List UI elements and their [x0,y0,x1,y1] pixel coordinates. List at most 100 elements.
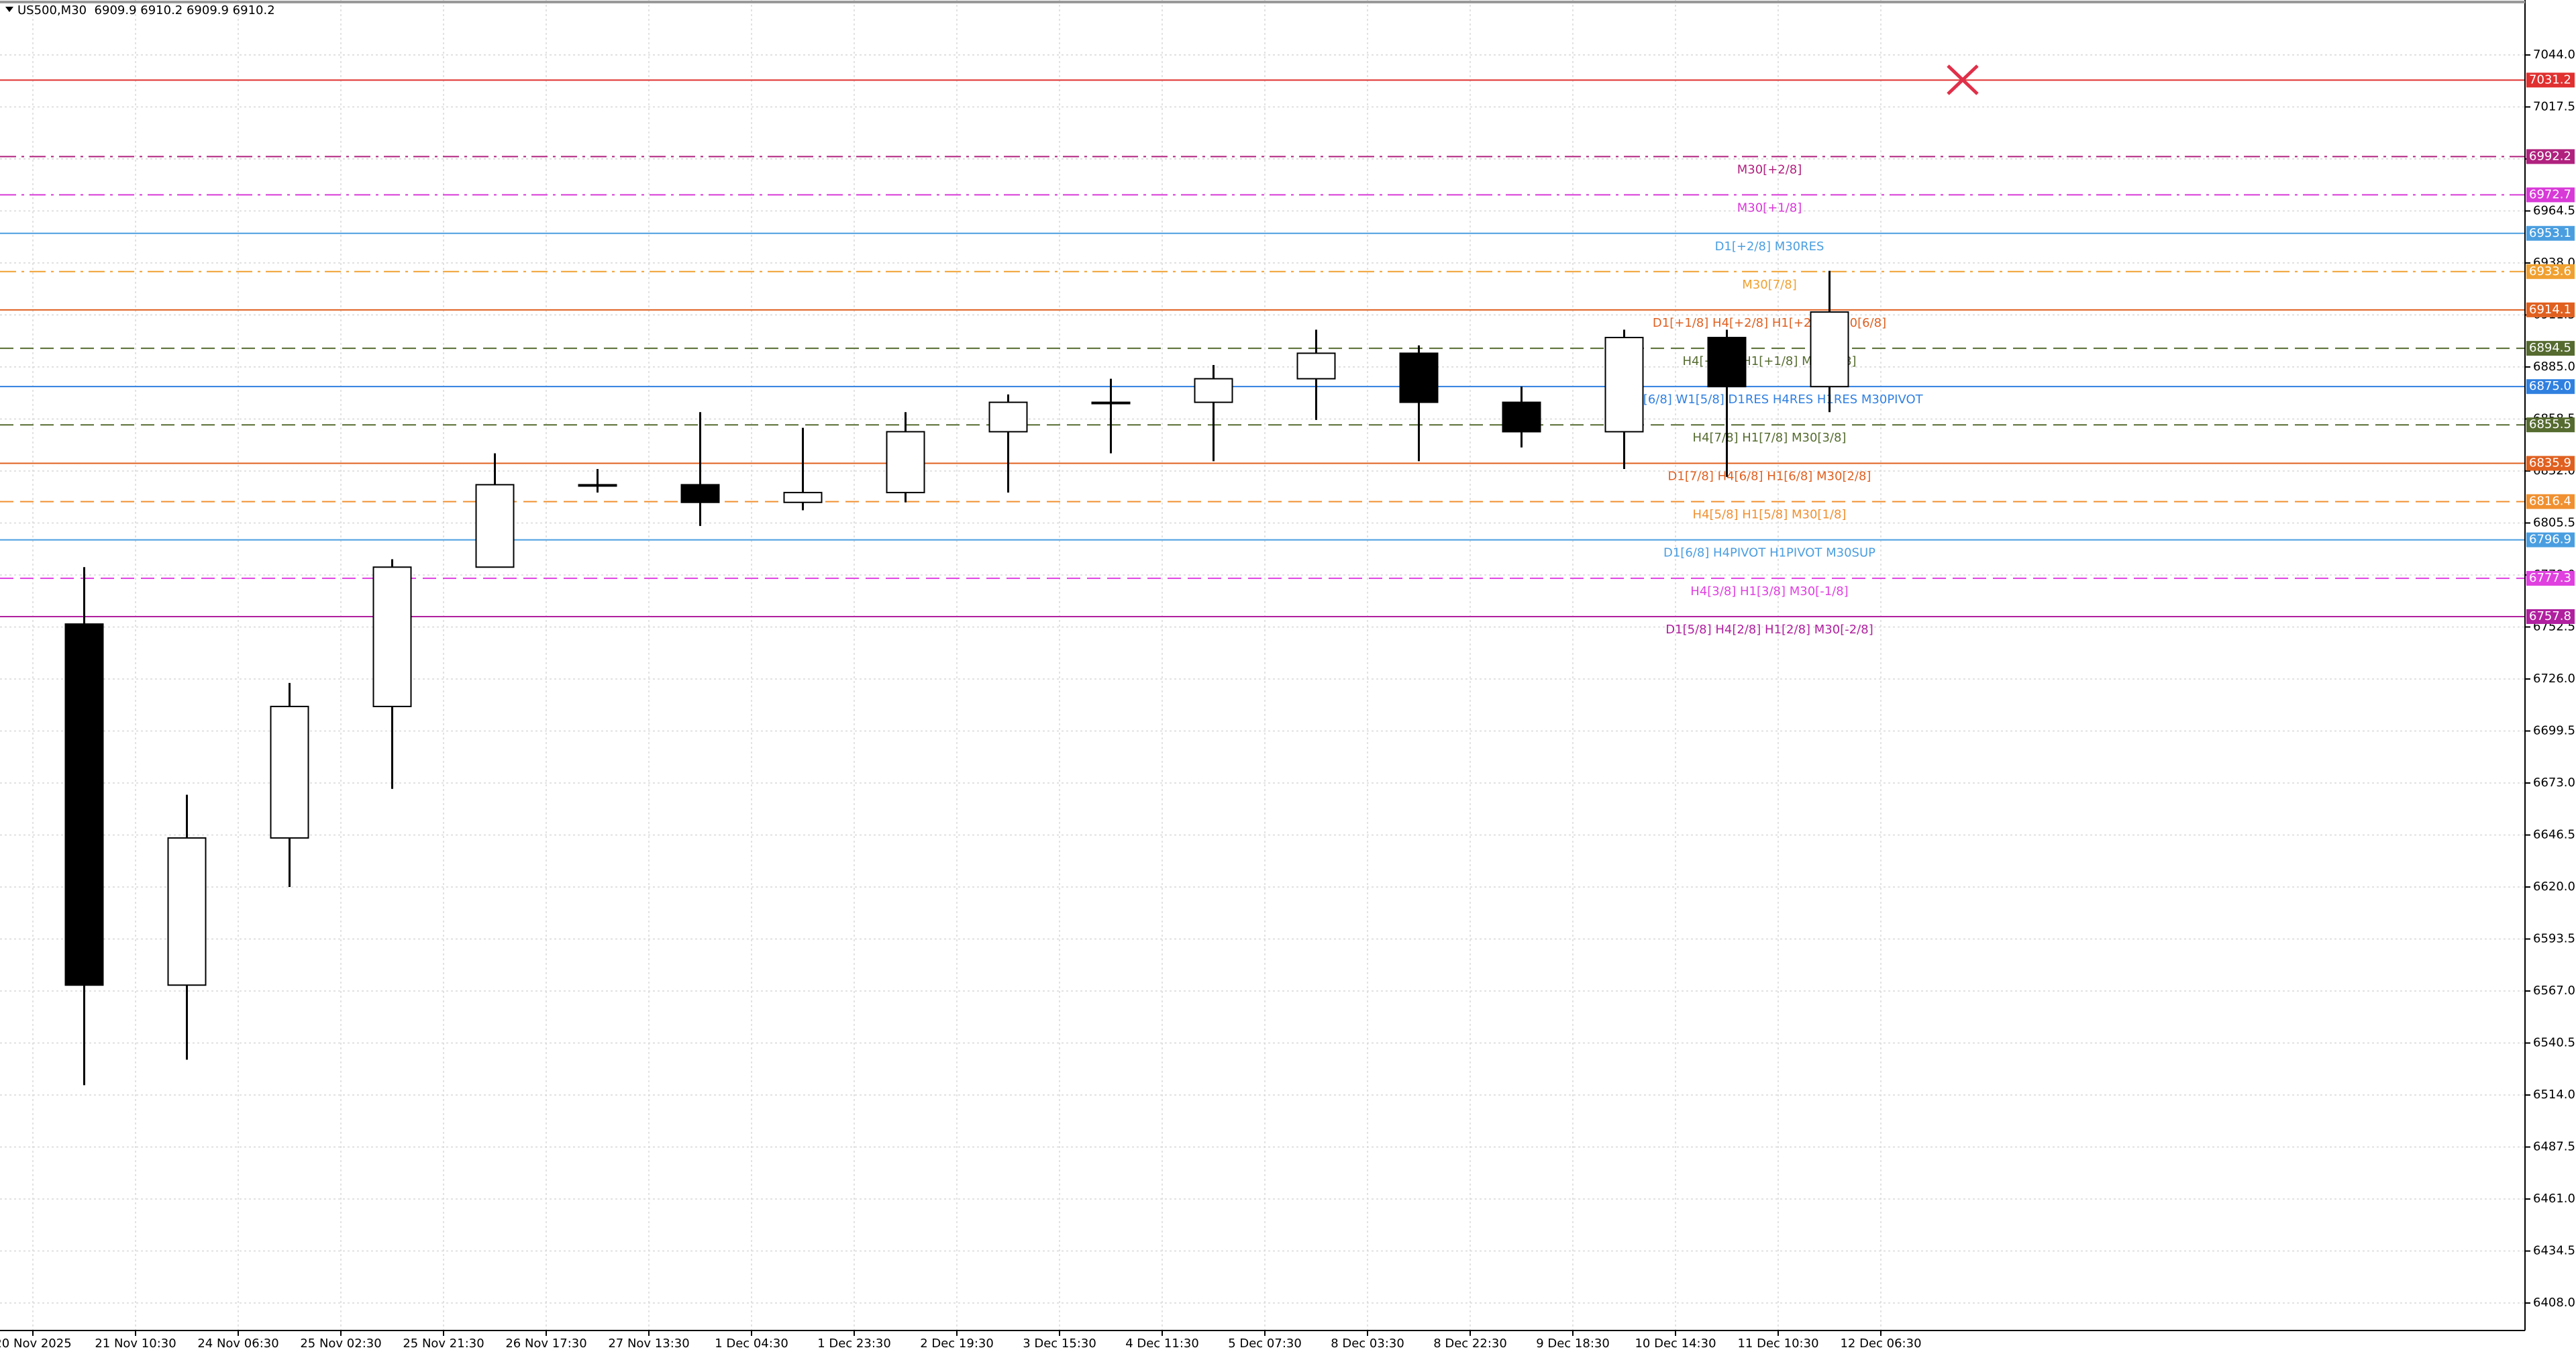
y-tick-label: 6699.5 [2533,723,2575,737]
menu-arrow [5,7,13,12]
y-tick-label: 6408.0 [2533,1296,2575,1310]
x-tick-label: 8 Dec 22:30 [1433,1337,1507,1351]
x-tick-label: 12 Dec 06:30 [1840,1337,1921,1351]
y-tick-label: 7044.0 [2533,48,2575,62]
price-tag [2526,379,2575,395]
candle-body [783,492,823,503]
x-tick-label: 3 Dec 15:30 [1023,1337,1096,1351]
level-label: M30[+1/8] [1737,201,1802,215]
close-icon [1947,64,1979,95]
y-tick-label: 6434.5 [2533,1244,2575,1258]
price-tag [2526,225,2575,241]
price-tag [2526,532,2575,547]
candle-body [167,837,207,986]
x-tick-label: 5 Dec 07:30 [1228,1337,1302,1351]
candle-body [1604,337,1644,433]
x-tick-label: 11 Dec 10:30 [1737,1337,1818,1351]
price-tag-label: 6933.6 [2529,264,2571,278]
candle-body [475,484,515,568]
candle-body [680,484,720,503]
x-tick-label: 21 Nov 10:30 [95,1337,176,1351]
levels: M30[+2/8] M30[+1/8] D1[+2/8] M30RES M30[7/8… [0,79,2525,637]
level-label: M30[+2/8] [1737,162,1802,176]
y-tick-label: 6593.5 [2533,932,2575,946]
candles [64,270,1849,1086]
price-tag [2526,417,2575,433]
price-tag-label: 6875.0 [2529,379,2571,393]
candle-body [988,401,1028,433]
y-tick-label: 6964.5 [2533,203,2575,217]
x-tick-label: 4 Dec 11:30 [1125,1337,1199,1351]
candle-body [270,705,309,839]
price-tag-label: 6796.9 [2529,533,2571,547]
price-tag-label: 6953.1 [2529,226,2571,240]
price-tag-label: 6914.1 [2529,303,2571,317]
symbol-header: US500,M30 6909.9 6910.2 6909.9 6910.2 [17,3,275,17]
candle-body [1810,311,1849,388]
candle-body [1091,401,1131,405]
price-tag [2526,494,2575,509]
candle-body [1707,337,1747,388]
price-tag-label: 6992.2 [2529,149,2571,163]
price-tag [2526,341,2575,356]
level-label: D1[6/8] H4PIVOT H1PIVOT M30SUP [1663,546,1875,560]
price-tag-label: 6816.4 [2529,494,2571,509]
y-tick-label: 6620.0 [2533,880,2575,894]
level-label: D1[5/8] H4[2/8] H1[2/8] M30[-2/8] [1665,623,1873,637]
x-tick-label: 2 Dec 19:30 [920,1337,994,1351]
price-tag-label: 6835.9 [2529,456,2571,470]
price-tag-label: 6855.5 [2529,417,2571,431]
y-tick-label: 6567.0 [2533,984,2575,998]
x-tick-label: 24 Nov 06:30 [197,1337,278,1351]
y-tick-label: 6885.0 [2533,360,2575,374]
level-label: D1[7/8] H4[6/8] H1[6/8] M30[2/8] [1668,470,1871,484]
price-tag [2526,264,2575,279]
x-tick-label: 25 Nov 02:30 [300,1337,381,1351]
x-tick-label: 1 Dec 23:30 [817,1337,891,1351]
price-tag [2526,456,2575,471]
y-tick-label: 6514.0 [2533,1088,2575,1102]
level-label: D1[+1/8] H4[+2/8] H1[+2/8] M30[6/8] [1653,316,1886,330]
price-tag [2526,302,2575,317]
x-tick-label: 9 Dec 18:30 [1536,1337,1610,1351]
level-label: M30[7/8] [1742,278,1796,292]
price-tag-label: 7031.2 [2529,72,2571,87]
x-tick-label: 20 Nov 2025 [0,1337,72,1351]
y-tick-label: 6646.5 [2533,827,2575,841]
x-tick-label: 27 Nov 13:30 [608,1337,689,1351]
level-label: H4[5/8] H1[5/8] M30[1/8] [1693,508,1847,522]
price-tag-label: 6757.8 [2529,609,2571,623]
price-tag-label: 6972.7 [2529,187,2571,201]
x-tick-label: 25 Nov 21:30 [403,1337,484,1351]
price-tag [2526,609,2575,624]
candle-body [1399,352,1439,403]
level-label: H4[3/8] H1[3/8] M30[-1/8] [1690,584,1848,598]
y-tick-label: 6461.0 [2533,1192,2575,1206]
candle-body [886,431,925,494]
y-tick-label: 6540.5 [2533,1036,2575,1050]
y-tick-label: 6805.5 [2533,515,2575,529]
grid [0,0,2525,1331]
y-tick-label: 7017.5 [2533,99,2575,113]
price-tag [2526,187,2575,203]
x-tick-label: 8 Dec 03:30 [1331,1337,1404,1351]
price-tag [2526,570,2575,586]
price-tag-label: 6777.3 [2529,571,2571,585]
price-tag [2526,149,2575,164]
y-tick-label: 6726.0 [2533,672,2575,686]
x-tick-label: 1 Dec 04:30 [715,1337,788,1351]
y-tick-label: 6673.0 [2533,776,2575,790]
candle-body [1502,401,1541,433]
candle-body [578,484,617,487]
price-tag-label: 6894.5 [2529,341,2571,355]
level-label: MN1[6/8] W1[5/8] D1RES H4RES H1RES M30PI… [1616,393,1923,407]
price-tag [2526,72,2575,88]
candle-body [1296,352,1336,380]
x-tick-label: 26 Nov 17:30 [505,1337,586,1351]
y-tick-label: 6487.5 [2533,1140,2575,1154]
level-label: H4[7/8] H1[7/8] M30[3/8] [1693,431,1847,445]
candle-body [1194,378,1233,403]
